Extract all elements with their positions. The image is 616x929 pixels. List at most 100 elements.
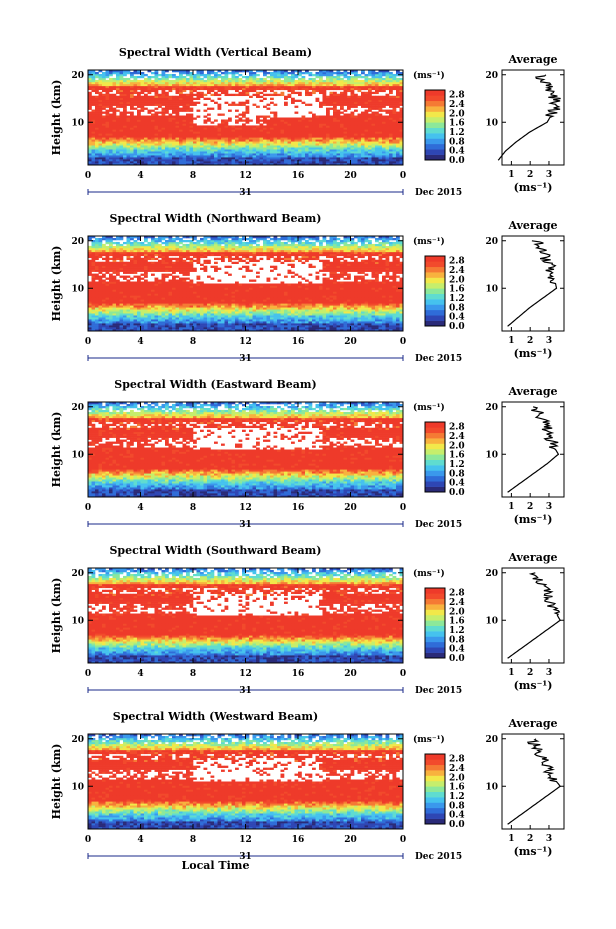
heatmap-cell: [270, 129, 274, 131]
heatmap-cell: [155, 137, 159, 139]
heatmap-cell: [162, 147, 166, 149]
heatmap-cell: [333, 141, 337, 143]
heatmap-cell: [120, 157, 124, 159]
heatmap-cell: [347, 139, 351, 141]
heatmap-cell: [284, 137, 288, 139]
heatmap-cell: [379, 157, 383, 159]
heatmap-cell: [277, 143, 281, 145]
heatmap-cell: [127, 135, 131, 137]
heatmap-cell: [365, 145, 369, 147]
heatmap-cell: [393, 133, 397, 135]
heatmap-cell: [256, 149, 260, 151]
heatmap-cell: [382, 139, 386, 141]
heatmap-cell: [302, 141, 306, 143]
heatmap-cell: [144, 131, 148, 133]
heatmap-cell: [288, 131, 292, 133]
heatmap-cell: [340, 153, 344, 155]
heatmap-cell: [302, 151, 306, 153]
heatmap-cell: [158, 149, 162, 151]
heatmap-cell: [253, 131, 257, 133]
heatmap-cell: [263, 145, 267, 147]
heatmap-cell: [116, 129, 120, 131]
heatmap-cell: [232, 147, 236, 149]
heatmap-cell: [120, 129, 124, 131]
heatmap-cell: [281, 135, 285, 137]
heatmap-cell: [249, 159, 253, 161]
heatmap-cell: [330, 127, 334, 129]
heatmap-cell: [200, 139, 204, 141]
heatmap-cell: [155, 143, 159, 145]
heatmap-cell: [190, 131, 194, 133]
heatmap-cell: [225, 143, 229, 145]
heatmap-cell: [113, 159, 117, 161]
heatmap-cell: [158, 139, 162, 141]
heatmap-cell: [288, 129, 292, 131]
heatmap-cell: [260, 161, 264, 163]
heatmap-cell: [253, 147, 257, 149]
heatmap-cell: [267, 153, 271, 155]
heatmap-cell: [211, 161, 215, 163]
heatmap-cell: [386, 145, 390, 147]
heatmap-cell: [151, 135, 155, 137]
heatmap-cell: [393, 145, 397, 147]
heatmap-cell: [204, 135, 208, 137]
heatmap-cell: [288, 147, 292, 149]
heatmap-cell: [155, 127, 159, 129]
heatmap-cell: [288, 139, 292, 141]
heatmap-cell: [253, 137, 257, 139]
heatmap-cell: [144, 139, 148, 141]
heatmap-cell: [333, 153, 337, 155]
heatmap-cell: [284, 141, 288, 143]
heatmap-cell: [92, 143, 96, 145]
heatmap-cell: [137, 145, 141, 147]
heatmap-cell: [225, 149, 229, 151]
heatmap-cell: [263, 131, 267, 133]
heatmap-cell: [319, 127, 323, 129]
heatmap-cell: [169, 161, 173, 163]
heatmap-cell: [344, 159, 348, 161]
heatmap-cell: [267, 159, 271, 161]
heatmap-cell: [99, 161, 103, 163]
heatmap-cell: [190, 137, 194, 139]
heatmap-cell: [169, 143, 173, 145]
heatmap-cell: [130, 143, 134, 145]
heatmap-cell: [204, 137, 208, 139]
heatmap-cell: [351, 129, 355, 131]
heatmap-cell: [190, 143, 194, 145]
heatmap-cell: [375, 137, 379, 139]
heatmap-cell: [169, 147, 173, 149]
heatmap-cell: [218, 131, 222, 133]
heatmap-cell: [176, 147, 180, 149]
heatmap-cell: [99, 137, 103, 139]
heatmap-cell: [218, 133, 222, 135]
heatmap-cell: [137, 157, 141, 159]
heatmap-cell: [368, 137, 372, 139]
heatmap-cell: [375, 135, 379, 137]
heatmap-cell: [211, 137, 215, 139]
heatmap-cell: [312, 139, 316, 141]
heatmap-cell: [228, 133, 232, 135]
heatmap-cell: [375, 141, 379, 143]
heatmap-cell: [242, 143, 246, 145]
heatmap-cell: [298, 135, 302, 137]
heatmap-cell: [109, 135, 113, 137]
heatmap-cell: [305, 137, 309, 139]
heatmap-cell: [291, 127, 295, 129]
heatmap-cell: [396, 141, 400, 143]
heatmap-cell: [361, 153, 365, 155]
heatmap-cell: [113, 153, 117, 155]
heatmap-cell: [365, 131, 369, 133]
heatmap-cell: [246, 127, 250, 129]
heatmap-cell: [291, 135, 295, 137]
heatmap-cell: [109, 127, 113, 129]
heatmap-cell: [344, 139, 348, 141]
heatmap-cell: [162, 151, 166, 153]
heatmap-cell: [214, 131, 218, 133]
heatmap-cell: [221, 129, 225, 131]
heatmap-cell: [144, 155, 148, 157]
heatmap-cell: [99, 143, 103, 145]
heatmap-cell: [190, 127, 194, 129]
heatmap-cell: [302, 135, 306, 137]
heatmap-cell: [256, 133, 260, 135]
heatmap-cell: [354, 135, 358, 137]
